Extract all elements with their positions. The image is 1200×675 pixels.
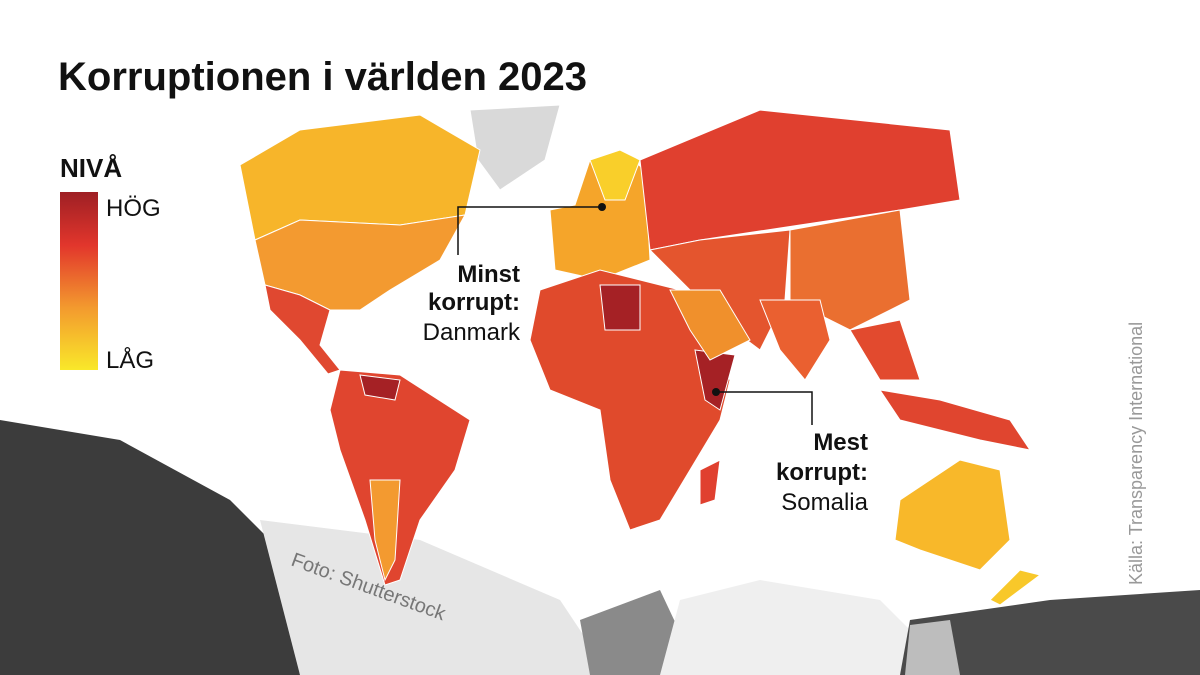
marker: [712, 388, 720, 396]
world-map: [239, 104, 1042, 606]
annotation-place: Danmark: [423, 319, 521, 346]
annotation-label: korrupt:: [428, 289, 520, 316]
annotation-place: Somalia: [781, 489, 868, 516]
annotation-label: Minst: [457, 261, 520, 288]
legend-high: HÖG: [106, 195, 161, 222]
legend-gradient: [60, 192, 98, 370]
annotation-label: korrupt:: [776, 459, 868, 486]
source-credit: Källa: Transparency International: [1126, 322, 1146, 585]
legend-title: NIVÅ: [60, 153, 122, 183]
leader-lines: [457, 206, 813, 425]
legend-low: LÅG: [106, 346, 154, 374]
annotation-label: Mest: [813, 429, 868, 456]
marker: [598, 203, 606, 211]
photo: [0, 420, 1200, 675]
title: Korruptionen i världen 2023: [58, 55, 587, 99]
